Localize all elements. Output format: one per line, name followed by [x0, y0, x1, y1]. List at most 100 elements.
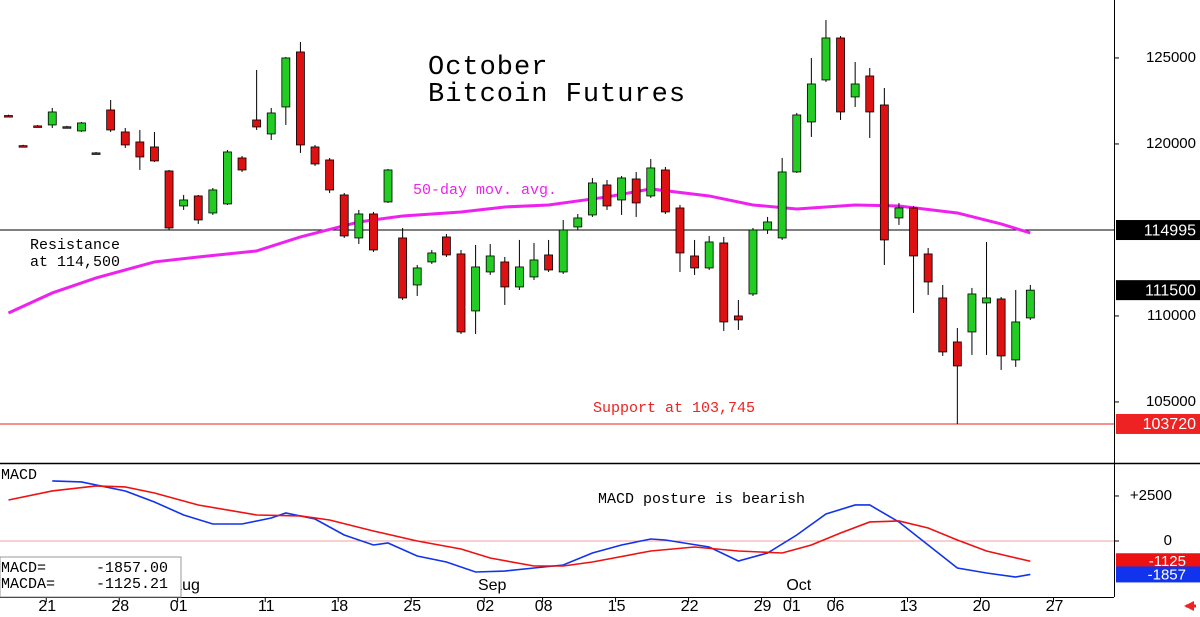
scroll-arrow-shaft — [1186, 604, 1196, 608]
candle-body — [33, 125, 43, 128]
candle-body — [894, 207, 904, 219]
candle-body — [193, 195, 203, 221]
x-tick-label: 02 — [476, 598, 494, 615]
candle-body — [821, 37, 831, 81]
candle-body — [91, 152, 101, 155]
candle-body — [909, 207, 918, 257]
readout-label: MACDA= — [1, 576, 55, 593]
x-tick-label: 06 — [827, 598, 845, 615]
month-label: Sep — [478, 577, 507, 594]
candle-body — [558, 229, 568, 273]
price-marker-label: 103720 — [1143, 416, 1196, 433]
candle-body — [850, 83, 860, 98]
candle-body — [952, 341, 962, 367]
moving-average-line — [7, 187, 1031, 315]
price-marker-label: 114995 — [1144, 222, 1196, 239]
candle-body — [208, 189, 218, 214]
month-label: Oct — [786, 577, 811, 594]
candle-body — [427, 252, 437, 263]
x-tick-label: 08 — [535, 598, 553, 615]
x-tick-label: 27 — [1046, 598, 1064, 615]
y-tick-label: 0 — [1164, 532, 1172, 549]
x-tick-label: 21 — [38, 598, 56, 615]
candle-body — [62, 126, 72, 129]
price-marker-label: 111500 — [1145, 282, 1196, 299]
candle-body — [792, 114, 802, 173]
candle-body — [602, 184, 612, 207]
candle-body — [733, 315, 743, 321]
candle-body — [281, 57, 291, 108]
candle-body — [354, 213, 364, 239]
chart-title: October — [428, 53, 548, 83]
annotation: MACD posture is bearish — [598, 491, 805, 508]
candle-body — [938, 297, 948, 353]
candle-body — [4, 115, 13, 118]
x-tick-label: 11 — [258, 598, 275, 615]
candle-body — [748, 229, 758, 295]
candle-body — [865, 75, 875, 113]
candle-body — [398, 237, 408, 299]
candle-body — [879, 104, 889, 241]
candle-body — [106, 109, 116, 131]
chart-title: Bitcoin Futures — [428, 80, 686, 110]
candle-body — [310, 146, 320, 165]
y-tick-label: 125000 — [1146, 49, 1196, 66]
readout-label: MACD= — [1, 560, 46, 577]
candle-body — [120, 131, 130, 146]
candle-body — [529, 259, 539, 278]
candle-body — [967, 293, 977, 333]
moving-average-label: 50-day mov. avg. — [413, 182, 557, 199]
candle-body — [1025, 289, 1035, 319]
price-marker-box — [1116, 280, 1200, 301]
value-marker-box — [1116, 566, 1200, 583]
candle-body — [164, 170, 174, 229]
x-tick-label: 15 — [608, 598, 626, 615]
candle-body — [631, 178, 641, 204]
readout-value: -1125.21 — [96, 576, 168, 593]
annotation: at 114,500 — [30, 254, 120, 271]
candle-body — [573, 217, 583, 228]
value-marker-label: -1125 — [1149, 553, 1186, 570]
panel-title: MACD — [1, 467, 37, 484]
candle-body — [500, 261, 510, 288]
x-tick-label: 01 — [170, 598, 188, 615]
candle-body — [47, 111, 57, 126]
value-marker-box — [1116, 553, 1200, 570]
candle-body — [587, 182, 597, 216]
candle-body — [675, 207, 685, 254]
candle-body — [456, 253, 466, 333]
candle-body — [296, 51, 305, 146]
x-tick-label: 20 — [973, 598, 991, 615]
candle-body — [252, 119, 262, 128]
x-tick-label: 18 — [330, 598, 348, 615]
y-tick-label: +2500 — [1130, 487, 1172, 504]
candle-body — [150, 146, 159, 162]
candle-body — [996, 298, 1006, 357]
candle-body — [485, 255, 495, 273]
y-tick-label: 105000 — [1146, 393, 1196, 410]
candle-body — [836, 37, 845, 113]
candle-body — [806, 83, 816, 123]
candle-body — [704, 241, 714, 269]
candle-body — [617, 177, 626, 201]
readout-value: -1857.00 — [96, 560, 168, 577]
candle-body — [135, 141, 145, 158]
candle-body — [514, 266, 524, 288]
candle-body — [223, 151, 232, 205]
candle-body — [471, 266, 481, 312]
candle-body — [339, 194, 349, 237]
x-tick-label: 29 — [754, 598, 772, 615]
price-marker-box — [1116, 220, 1200, 241]
candle-body — [442, 236, 451, 256]
candle-body — [18, 145, 28, 148]
candle-body — [982, 297, 991, 304]
annotation: Resistance — [30, 237, 120, 254]
candle-body — [544, 254, 553, 271]
x-tick-label: 25 — [403, 598, 421, 615]
y-tick-label: 110000 — [1147, 307, 1196, 324]
candle-body — [1011, 321, 1021, 361]
candle-body — [412, 267, 422, 286]
candle-body — [369, 213, 378, 251]
annotation: Support at 103,745 — [593, 400, 755, 417]
